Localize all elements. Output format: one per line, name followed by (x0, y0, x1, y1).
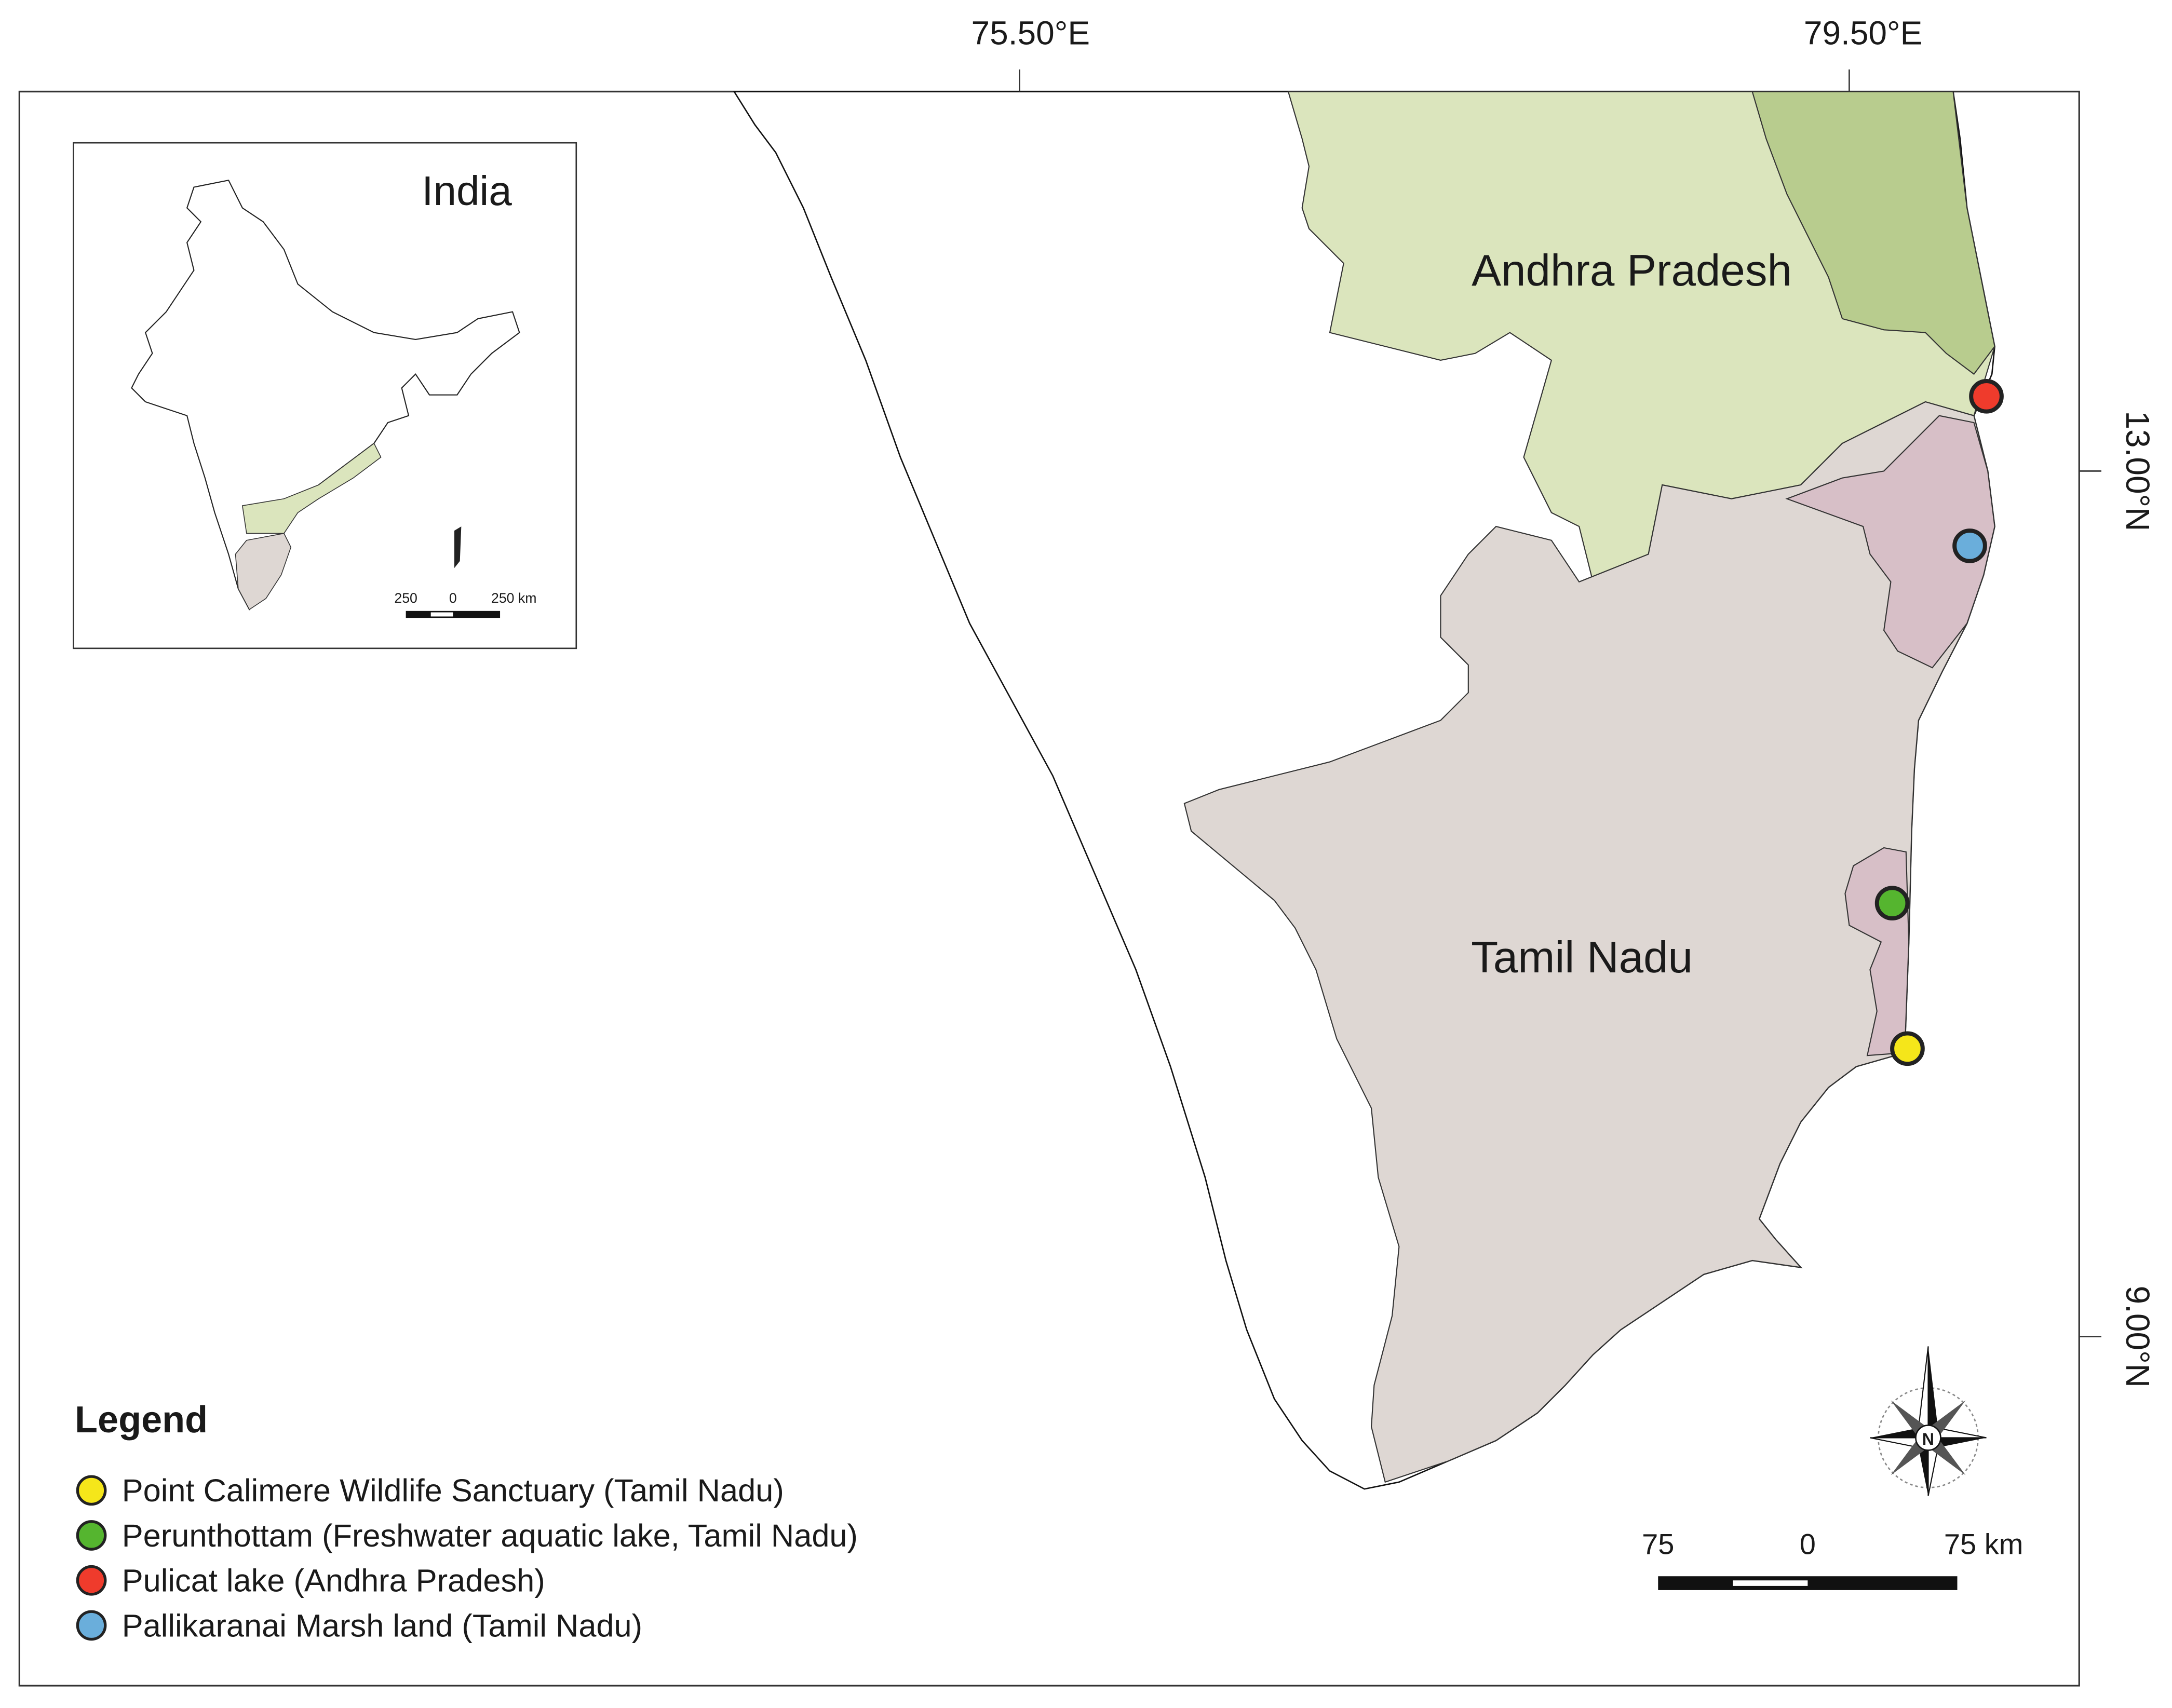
scale-bar (1658, 1576, 1958, 1590)
inset-title: India (422, 168, 512, 214)
tamil-nadu-district (1785, 415, 1995, 669)
scale-label: 75 km (1944, 1528, 2023, 1561)
legend-marker (76, 1565, 107, 1596)
site-marker (1969, 378, 2004, 414)
north-label: N (1922, 1430, 1934, 1448)
legend-title: Legend (75, 1399, 208, 1441)
region-label: Tamil Nadu (1471, 933, 1693, 982)
legend-marker (76, 1475, 107, 1506)
site-marker (1874, 886, 1910, 921)
legend-marker (76, 1610, 107, 1641)
legend-label: Pulicat lake (Andhra Pradesh) (122, 1563, 545, 1599)
latitude-label: 13.00°N (2119, 411, 2156, 531)
north-arrow (1870, 1346, 1987, 1496)
legend-marker (76, 1520, 107, 1551)
legend-label: Pallikaranai Marsh land (Tamil Nadu) (122, 1608, 642, 1644)
scale-label: 75 (1642, 1528, 1674, 1561)
scale-label: 0 (1800, 1528, 1816, 1561)
inset-scale-label: 250 (394, 590, 417, 606)
legend: Point Calimere Wildlife Sanctuary (Tamil… (76, 1473, 858, 1644)
inset-scale-label: 0 (449, 590, 457, 606)
legend-label: Perunthottam (Freshwater aquatic lake, T… (122, 1518, 858, 1554)
longitude-label: 79.50°E (1804, 15, 1922, 52)
latitude-label: 9.00°N (2119, 1285, 2156, 1387)
longitude-label: 75.50°E (972, 15, 1090, 52)
andhra-coastal-district (1751, 91, 1995, 375)
legend-label: Point Calimere Wildlife Sanctuary (Tamil… (122, 1473, 784, 1509)
inset-map (73, 142, 577, 649)
site-marker (1952, 528, 1987, 563)
site-marker (1890, 1031, 1925, 1066)
region-label: Andhra Pradesh (1472, 246, 1792, 295)
inset-scale-label: 250 km (491, 590, 536, 606)
